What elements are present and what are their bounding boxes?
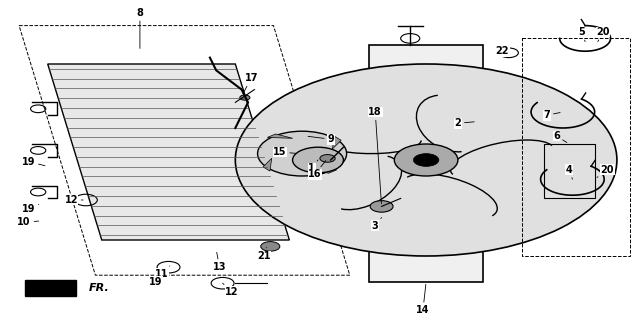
Text: 12: 12: [223, 283, 239, 297]
Circle shape: [258, 131, 347, 176]
Circle shape: [293, 147, 343, 173]
Text: 8: 8: [137, 8, 143, 48]
Text: FR.: FR.: [89, 283, 110, 293]
Circle shape: [394, 144, 458, 176]
Text: 19: 19: [22, 156, 45, 167]
Text: 2: 2: [455, 118, 474, 128]
Polygon shape: [280, 134, 331, 154]
Text: 22: 22: [495, 46, 509, 56]
Text: 12: 12: [64, 195, 83, 205]
Text: 7: 7: [544, 110, 560, 120]
Text: 14: 14: [416, 284, 430, 316]
Text: 10: 10: [17, 217, 39, 228]
Text: 16: 16: [308, 161, 326, 180]
Circle shape: [261, 242, 280, 251]
Circle shape: [240, 95, 250, 100]
Text: 1: 1: [308, 160, 318, 173]
Polygon shape: [263, 158, 272, 171]
Circle shape: [320, 155, 335, 162]
Text: 19: 19: [149, 275, 166, 287]
Polygon shape: [48, 64, 289, 240]
Polygon shape: [25, 280, 76, 296]
Text: 15: 15: [273, 147, 296, 157]
Polygon shape: [261, 170, 312, 192]
Text: 5: 5: [579, 27, 585, 42]
Text: 19: 19: [22, 204, 39, 214]
Polygon shape: [267, 134, 293, 138]
Circle shape: [235, 64, 617, 256]
Polygon shape: [312, 169, 337, 173]
Text: 20: 20: [596, 27, 610, 42]
Text: 9: 9: [308, 134, 334, 144]
Text: 4: 4: [566, 164, 572, 179]
Text: 13: 13: [212, 252, 226, 272]
Text: 17: 17: [243, 73, 258, 93]
FancyBboxPatch shape: [369, 45, 483, 282]
Circle shape: [413, 154, 439, 166]
Text: 18: 18: [368, 107, 382, 204]
Text: 21: 21: [257, 247, 271, 261]
Text: 11: 11: [155, 266, 170, 279]
Text: 20: 20: [597, 164, 614, 178]
Text: 6: 6: [553, 131, 567, 142]
Polygon shape: [333, 136, 341, 149]
Text: 3: 3: [372, 218, 382, 231]
Circle shape: [370, 201, 393, 212]
